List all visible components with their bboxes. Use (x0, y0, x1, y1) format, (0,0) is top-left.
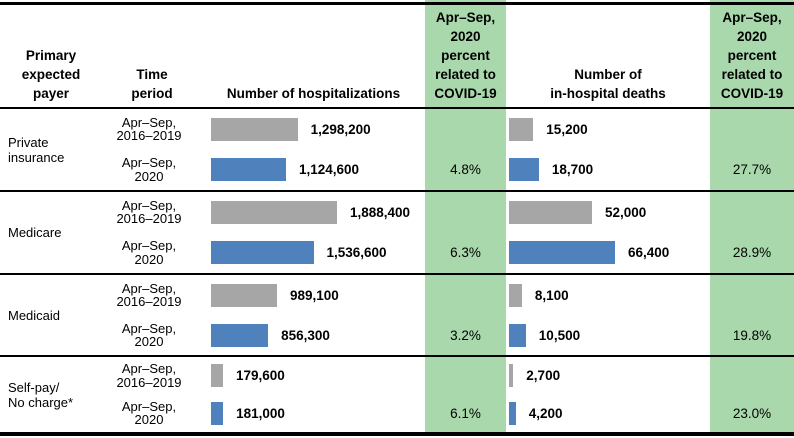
table-row: Medicare Apr–Sep, 2016–2019 Apr–Sep, 202… (0, 190, 794, 273)
hospitalizations-value: 1,536,600 (326, 245, 387, 261)
deaths-bar-cell: 10,500 (506, 315, 710, 355)
deaths-bar-cell: 18,700 (506, 150, 710, 191)
hospitalizations-bar-cell: 1,124,600 (202, 150, 425, 191)
header-time-period: Time period (131, 67, 173, 101)
deaths-bar-cell: 2,700 (506, 357, 710, 395)
deaths-bar-cell: 66,400 (506, 233, 710, 274)
covid-percent-hospitalizations-cell: 6.3% (425, 192, 506, 273)
time-period-label: Apr–Sep, 2016–2019 (116, 197, 182, 227)
hospitalizations-bar-cell: 856,300 (202, 315, 425, 355)
hospitalizations-bar-2020 (211, 158, 286, 182)
time-period-label: Apr–Sep, 2020 (121, 238, 177, 267)
table-rows: Private insurance Apr–Sep, 2016–2019 Apr… (0, 109, 794, 436)
hospitalizations-bar-cell: 1,536,600 (202, 233, 425, 274)
hospitalizations-bar-cell: 1,888,400 (202, 192, 425, 233)
covid-highlight-column (425, 0, 506, 434)
covid-percent-hospitalizations-cell: 3.2% (425, 275, 506, 355)
hospitalizations-bar-baseline (211, 117, 298, 141)
covid-percent-hospitalizations: 6.1% (450, 405, 481, 421)
covid-percent-hospitalizations-cell: 4.8% (425, 109, 506, 190)
hospitalizations-bar-cell: 989,100 (202, 275, 425, 315)
table-row: Private insurance Apr–Sep, 2016–2019 Apr… (0, 109, 794, 190)
header-covid-percent-deaths: Apr–Sep, 2020 percent related to COVID-1… (720, 10, 784, 101)
time-period-label: Apr–Sep, 2016–2019 (116, 280, 182, 309)
hospitalizations-bar-cell: 1,298,200 (202, 109, 425, 150)
covid-percent-hospitalizations: 3.2% (450, 327, 481, 343)
hospitalizations-bar-2020 (211, 323, 269, 347)
payer-label: Medicare (8, 225, 62, 240)
deaths-value: 8,100 (534, 287, 569, 303)
deaths-value: 4,200 (528, 405, 563, 421)
hospitalizations-value: 1,888,400 (350, 204, 411, 220)
covid-percent-hospitalizations-cell: 6.1% (425, 357, 506, 432)
hospitalizations-value: 1,298,200 (310, 121, 371, 137)
deaths-bar-baseline (509, 117, 534, 141)
deaths-bar-cell: 52,000 (506, 192, 710, 233)
deaths-bar-baseline (509, 283, 522, 307)
deaths-bar-cell: 4,200 (506, 395, 710, 433)
header-in-hospital-deaths: Number of in-hospital deaths (550, 67, 666, 101)
time-period-label: Apr–Sep, 2020 (121, 398, 177, 428)
hospitalizations-value: 179,600 (236, 368, 285, 384)
covid-percent-deaths-cell: 19.8% (710, 275, 794, 355)
covid-percent-hospitalizations: 6.3% (450, 245, 481, 261)
deaths-bar-cell: 15,200 (506, 109, 710, 150)
hospitalizations-bar-cell: 179,600 (202, 357, 425, 395)
payer-label: Medicaid (8, 307, 61, 323)
covid-percent-deaths: 19.8% (732, 327, 772, 343)
time-period-label: Apr–Sep, 2016–2019 (116, 114, 182, 144)
deaths-bar-2020 (509, 323, 526, 347)
covid-percent-deaths-cell: 27.7% (710, 109, 794, 190)
hospitalizations-value: 1,124,600 (299, 162, 360, 178)
covid-percent-deaths: 23.0% (732, 405, 772, 421)
table-row: Self-pay/ No charge* Apr–Sep, 2016–2019 … (0, 355, 794, 432)
covid-percent-deaths-cell: 28.9% (710, 192, 794, 273)
deaths-value: 52,000 (605, 204, 647, 220)
covid-percent-deaths: 28.9% (732, 245, 772, 261)
header-payer: Primary expected payer (21, 48, 81, 101)
deaths-bar-2020 (509, 401, 516, 425)
deaths-value: 66,400 (628, 245, 670, 261)
hospitalizations-value: 989,100 (290, 287, 339, 303)
header-hospitalizations: Number of hospitalizations (226, 86, 401, 101)
hospitalizations-bar-baseline (211, 364, 223, 388)
covid-percent-deaths: 27.7% (732, 162, 772, 178)
time-period-label: Apr–Sep, 2020 (121, 320, 177, 349)
hospitalizations-value: 181,000 (236, 405, 285, 421)
deaths-bar-cell: 8,100 (506, 275, 710, 315)
payer-label: Private insurance (8, 134, 65, 165)
covid-highlight-column (710, 0, 794, 434)
deaths-bar-baseline (509, 364, 514, 388)
hospitalizations-bar-2020 (211, 401, 224, 425)
deaths-value: 15,200 (546, 121, 588, 137)
hospitalizations-bar-baseline (211, 200, 337, 224)
hospitalizations-bar-cell: 181,000 (202, 395, 425, 433)
time-period-label: Apr–Sep, 2020 (121, 155, 177, 184)
covid-percent-deaths-cell: 23.0% (710, 357, 794, 432)
header-covid-percent-hospitalizations: Apr–Sep, 2020 percent related to COVID-1… (434, 10, 497, 101)
time-period-label: Apr–Sep, 2016–2019 (116, 361, 182, 390)
deaths-value: 10,500 (538, 327, 581, 343)
covid-percent-hospitalizations: 4.8% (450, 162, 481, 178)
payer-label: Self-pay/ No charge* (8, 379, 74, 410)
deaths-value: 18,700 (551, 162, 594, 178)
deaths-bar-baseline (509, 200, 592, 224)
hospitalizations-bar-baseline (211, 283, 277, 307)
deaths-bar-2020 (509, 158, 539, 182)
table-header: Primary expected payer Time period Numbe… (0, 5, 794, 109)
deaths-value: 2,700 (526, 368, 561, 384)
hospitalizations-value: 856,300 (281, 327, 330, 343)
hospitalizations-bar-2020 (211, 241, 314, 265)
deaths-bar-2020 (509, 241, 615, 265)
table-row: Medicaid Apr–Sep, 2016–2019 Apr–Sep, 202… (0, 273, 794, 355)
